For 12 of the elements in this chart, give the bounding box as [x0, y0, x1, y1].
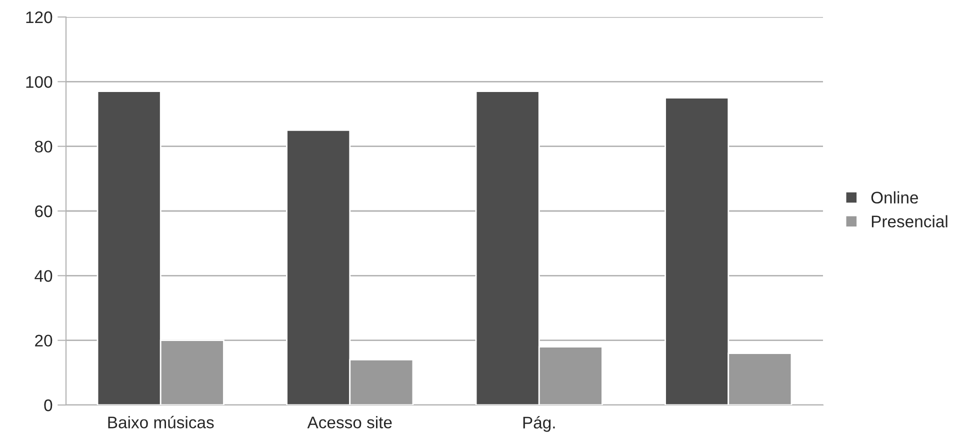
x-tick-label: Pág. [523, 416, 555, 432]
y-tick-label: 100 [26, 76, 52, 88]
y-tick-label: 80 [34, 140, 52, 153]
x-tick-label: Baixo músicas [108, 416, 214, 428]
legend-label: Presencial [872, 215, 948, 228]
x-tick-label: Acesso site [307, 416, 392, 428]
y-tick-label: 20 [35, 334, 52, 347]
legend-label: Online [871, 191, 918, 204]
y-tick-label: 40 [34, 270, 52, 282]
y-tick-label: 0 [44, 399, 52, 412]
y-tick-label: 120 [26, 11, 52, 24]
y-tick-label: 60 [35, 205, 52, 218]
